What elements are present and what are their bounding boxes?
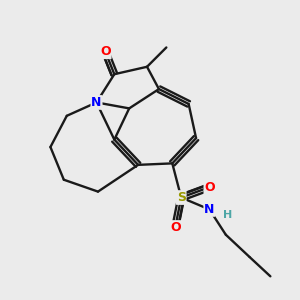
Text: N: N xyxy=(204,203,214,216)
Text: N: N xyxy=(204,203,214,216)
Text: O: O xyxy=(204,181,215,194)
Text: O: O xyxy=(100,45,111,58)
Text: S: S xyxy=(177,191,186,204)
Text: O: O xyxy=(170,221,181,234)
Text: H: H xyxy=(223,210,232,220)
Text: H: H xyxy=(223,210,232,220)
Text: S: S xyxy=(177,191,186,204)
Text: N: N xyxy=(91,96,102,109)
Text: N: N xyxy=(91,96,102,109)
Text: O: O xyxy=(100,45,111,58)
